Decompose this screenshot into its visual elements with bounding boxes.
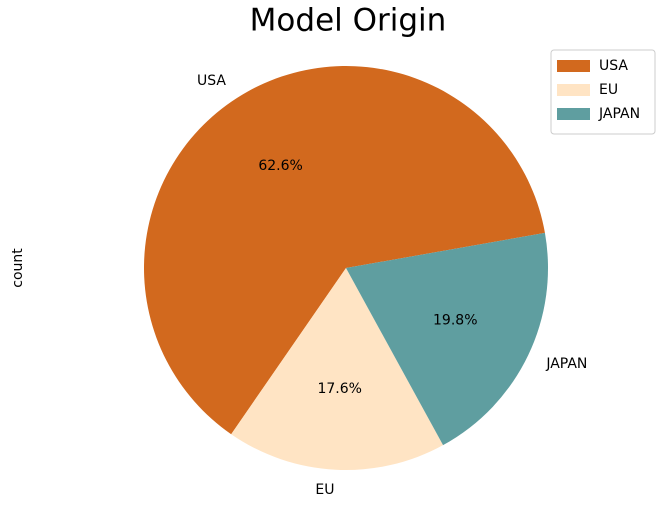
slice-label: JAPAN: [545, 356, 587, 372]
pie-slice: [231, 268, 444, 470]
chart-title: Model Origin: [250, 3, 447, 39]
legend-label: USA: [599, 58, 628, 74]
legend-label: EU: [599, 82, 618, 98]
percent-label: 62.6%: [258, 158, 302, 174]
legend-label: JAPAN: [598, 106, 640, 122]
slice-label: EU: [315, 482, 334, 498]
percent-label: 17.6%: [317, 381, 361, 397]
legend-swatch: [557, 84, 590, 96]
legend-swatch: [557, 108, 590, 120]
legend: USA EU JAPAN: [550, 49, 656, 135]
percent-label: 19.8%: [433, 312, 477, 328]
y-axis-label: count: [10, 248, 26, 288]
slice-label: USA: [197, 73, 226, 89]
legend-swatch: [557, 60, 590, 72]
pie-slice: [346, 232, 548, 446]
pie-slice: [144, 66, 545, 435]
